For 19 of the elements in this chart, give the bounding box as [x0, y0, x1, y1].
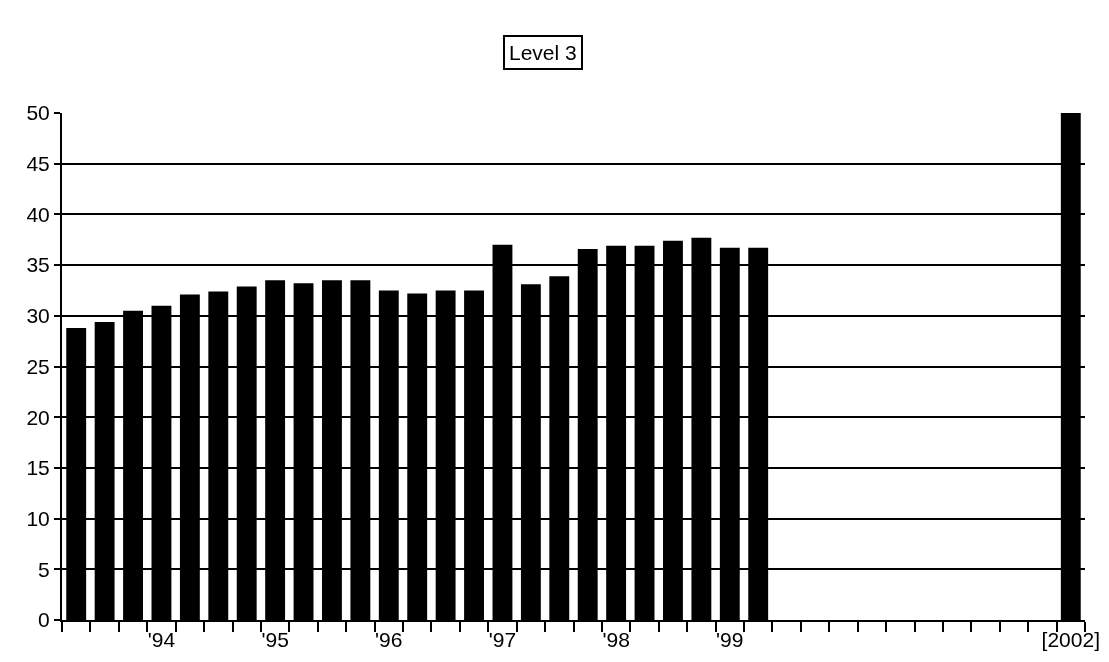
y-tick-label: 20: [26, 405, 50, 429]
y-tick-label: 10: [26, 506, 50, 530]
x-tick-label: [2002]: [1041, 628, 1100, 652]
y-tick-label: 40: [26, 202, 50, 226]
y-tick-label: 30: [26, 304, 50, 328]
x-tick-label: '95: [261, 628, 289, 652]
x-tick-label: '94: [147, 628, 176, 652]
y-tick-label: 0: [38, 608, 50, 632]
y-tick-label: 50: [26, 101, 50, 125]
x-tick-label: '96: [375, 628, 403, 652]
y-tick-label: 5: [38, 557, 50, 581]
y-tick-label: 15: [26, 456, 50, 480]
chart-title: Level 3: [509, 41, 577, 64]
y-tick-label: 35: [26, 253, 50, 277]
x-tick-label: '98: [602, 628, 630, 652]
y-tick-label: 25: [26, 354, 50, 378]
x-tick-label: '99: [716, 628, 744, 652]
y-tick-label: 45: [26, 152, 50, 176]
x-tick-label: '97: [488, 628, 517, 652]
